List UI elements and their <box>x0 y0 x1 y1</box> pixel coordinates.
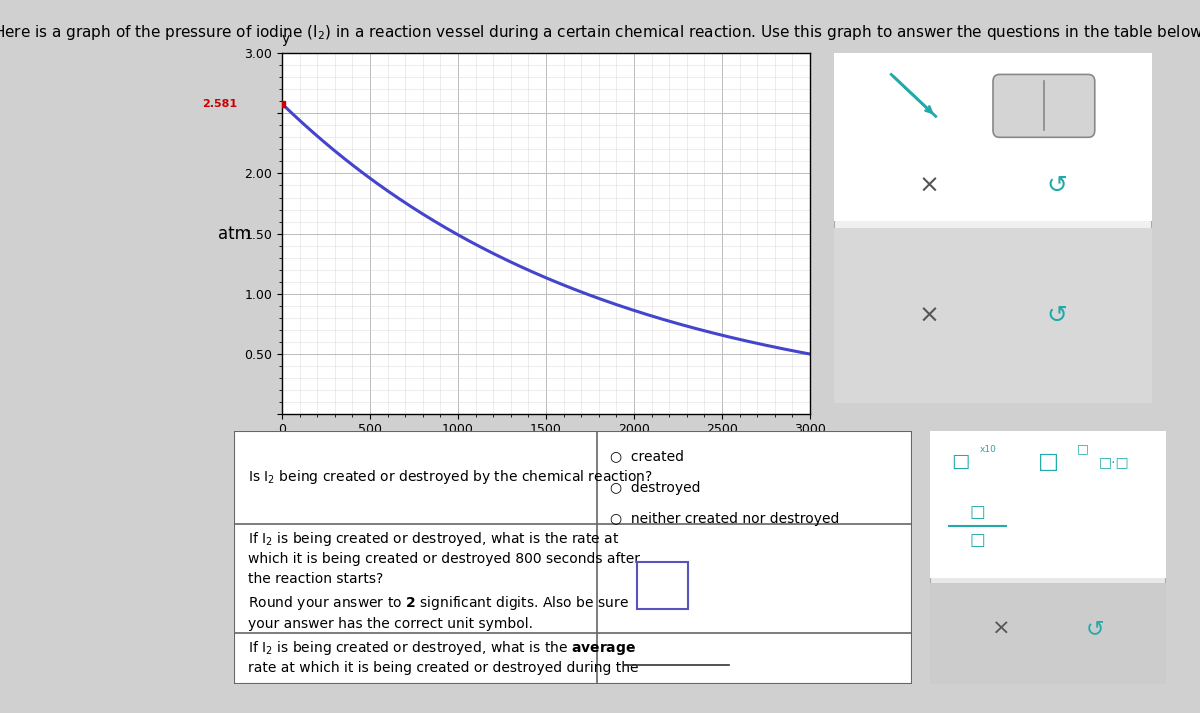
Text: □: □ <box>970 503 985 521</box>
Text: Round your answer to $\mathbf{2}$ significant digits. Also be sure: Round your answer to $\mathbf{2}$ signif… <box>247 595 629 612</box>
Text: Is $\mathrm{I_2}$ being created or destroyed by the chemical reaction?: Is $\mathrm{I_2}$ being created or destr… <box>247 468 653 486</box>
FancyBboxPatch shape <box>637 562 689 609</box>
Text: □: □ <box>1038 452 1058 472</box>
Text: If $\mathrm{I_2}$ is being created or destroyed, what is the rate at: If $\mathrm{I_2}$ is being created or de… <box>247 530 619 548</box>
FancyBboxPatch shape <box>234 431 912 684</box>
Text: □: □ <box>1076 443 1088 456</box>
Text: □: □ <box>952 452 970 471</box>
Text: ○  created: ○ created <box>611 450 684 463</box>
Text: rate at which it is being created or destroyed during the: rate at which it is being created or des… <box>247 661 638 675</box>
Text: □·□: □·□ <box>1099 455 1129 468</box>
Text: 2.581: 2.581 <box>203 99 238 109</box>
Text: ×: × <box>919 174 940 198</box>
Text: ×: × <box>991 619 1010 639</box>
FancyBboxPatch shape <box>834 228 1152 403</box>
Text: ↺: ↺ <box>1046 174 1067 198</box>
Text: ○  neither created nor destroyed: ○ neither created nor destroyed <box>611 512 840 525</box>
FancyBboxPatch shape <box>834 53 1152 221</box>
FancyBboxPatch shape <box>930 583 1166 684</box>
FancyBboxPatch shape <box>930 431 1166 684</box>
Text: x10: x10 <box>979 445 996 453</box>
Text: which it is being created or destroyed 800 seconds after: which it is being created or destroyed 8… <box>247 552 640 566</box>
Text: the reaction starts?: the reaction starts? <box>247 573 383 586</box>
FancyBboxPatch shape <box>994 74 1094 138</box>
FancyBboxPatch shape <box>834 53 1152 403</box>
Text: □: □ <box>970 531 985 549</box>
Text: ○  destroyed: ○ destroyed <box>611 481 701 496</box>
Text: ↺: ↺ <box>1046 304 1067 327</box>
X-axis label: seconds: seconds <box>515 443 577 458</box>
FancyBboxPatch shape <box>930 431 1166 578</box>
Text: ×: × <box>919 304 940 327</box>
Text: ↺: ↺ <box>1086 619 1105 639</box>
Text: Here is a graph of the pressure of iodine $\left(\mathrm{I_2}\right)$ in a react: Here is a graph of the pressure of iodin… <box>0 23 1200 42</box>
Text: your answer has the correct unit symbol.: your answer has the correct unit symbol. <box>247 617 533 631</box>
Text: atm: atm <box>217 225 251 243</box>
Text: y: y <box>282 32 290 46</box>
Text: If $\mathrm{I_2}$ is being created or destroyed, what is the $\mathbf{average}$: If $\mathrm{I_2}$ is being created or de… <box>247 639 636 657</box>
